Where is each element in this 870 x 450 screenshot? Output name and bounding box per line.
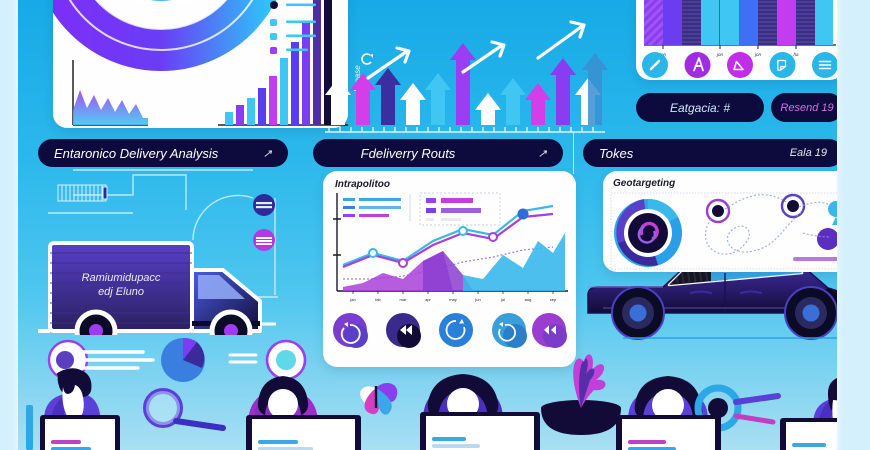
- svg-text:jan: jan: [349, 297, 355, 302]
- svg-text:sep: sep: [550, 297, 557, 302]
- svg-text:Geotargeting: Geotargeting: [613, 178, 675, 189]
- svg-text:aug: aug: [525, 297, 532, 302]
- svg-text:jun: jun: [474, 297, 480, 302]
- svg-text:Intrapolitoo: Intrapolitoo: [335, 179, 390, 190]
- svg-text:Ramiumidupacc: Ramiumidupacc: [82, 272, 161, 284]
- svg-text:jon: jon: [754, 52, 762, 57]
- svg-text:apr: apr: [425, 297, 431, 302]
- svg-text:mar: mar: [400, 297, 408, 302]
- svg-text:may: may: [449, 297, 457, 302]
- svg-text:jul: jul: [500, 297, 505, 302]
- svg-text:edj Eluno: edj Eluno: [98, 286, 144, 298]
- svg-text:fab: fab: [375, 297, 381, 302]
- svg-text:jon: jon: [716, 52, 724, 57]
- svg-text:ha: ha: [793, 52, 799, 57]
